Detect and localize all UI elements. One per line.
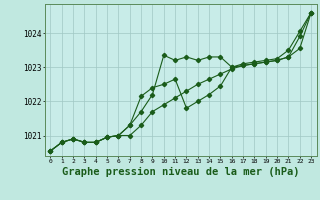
X-axis label: Graphe pression niveau de la mer (hPa): Graphe pression niveau de la mer (hPa): [62, 167, 300, 177]
